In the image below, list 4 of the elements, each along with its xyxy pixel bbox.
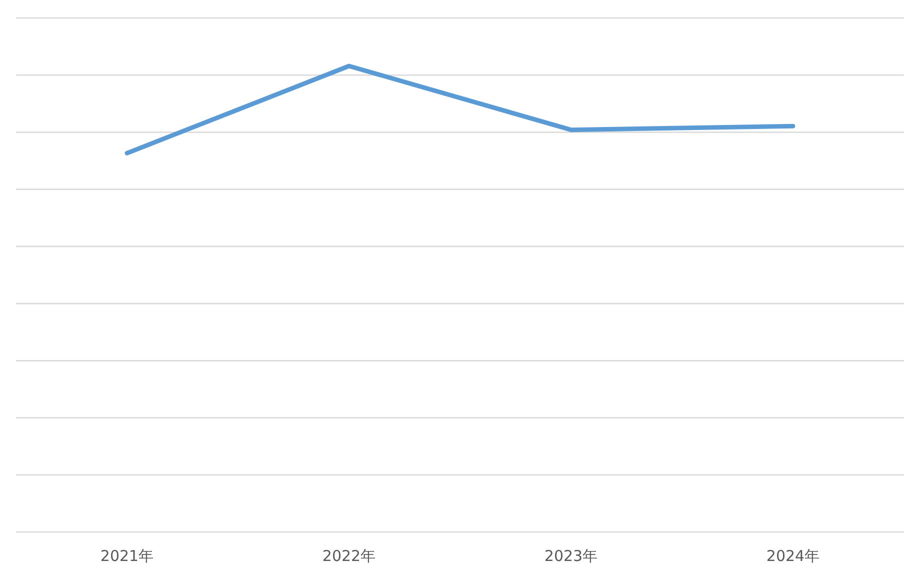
x-tick-label: 2021年 (100, 547, 154, 565)
x-tick-label: 2024年 (766, 547, 820, 565)
x-tick-label: 2022年 (322, 547, 376, 565)
x-tick-label: 2023年 (544, 547, 598, 565)
